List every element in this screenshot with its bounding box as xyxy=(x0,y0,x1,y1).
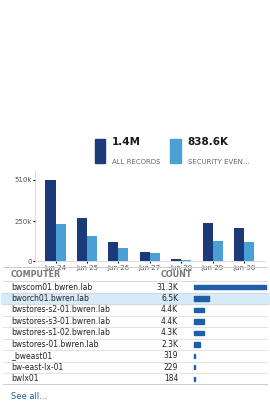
Bar xyxy=(87,236,97,261)
Bar xyxy=(170,139,181,163)
Text: bwstores-01.bwren.lab: bwstores-01.bwren.lab xyxy=(11,340,98,349)
Text: 4.4K: 4.4K xyxy=(161,317,178,326)
Bar xyxy=(171,259,181,261)
Text: SECURITY EVEN...: SECURITY EVEN... xyxy=(188,159,249,165)
Bar xyxy=(194,285,266,289)
Text: bw-east-lx-01: bw-east-lx-01 xyxy=(11,363,63,372)
Text: 838.6K: 838.6K xyxy=(188,137,229,147)
Bar xyxy=(194,331,204,335)
Bar xyxy=(194,377,195,381)
Bar xyxy=(1,293,269,304)
Bar xyxy=(194,342,200,347)
Bar xyxy=(194,354,195,358)
Bar xyxy=(56,224,66,261)
Bar xyxy=(194,308,204,312)
Text: bwstores-s3-01.bwren.lab: bwstores-s3-01.bwren.lab xyxy=(11,317,110,326)
Text: ALL RECORDS: ALL RECORDS xyxy=(112,159,160,165)
Text: bworch01.bwren.lab: bworch01.bwren.lab xyxy=(11,294,89,303)
Bar xyxy=(244,242,254,261)
Text: 1.4M: 1.4M xyxy=(112,137,141,147)
Bar xyxy=(181,260,191,261)
Bar xyxy=(194,296,209,301)
Text: 31.3K: 31.3K xyxy=(156,283,178,292)
Bar xyxy=(194,365,195,369)
Text: COUNT: COUNT xyxy=(161,269,192,279)
Text: 2.3K: 2.3K xyxy=(161,340,178,349)
Bar xyxy=(119,248,129,261)
Bar xyxy=(45,180,56,261)
Bar xyxy=(203,223,213,261)
Text: 4.4K: 4.4K xyxy=(161,305,178,315)
Text: 6.5K: 6.5K xyxy=(161,294,178,303)
Bar xyxy=(194,319,204,324)
Text: bwstores-s1-02.bwren.lab: bwstores-s1-02.bwren.lab xyxy=(11,328,110,337)
Bar xyxy=(77,218,87,261)
Text: 4.3K: 4.3K xyxy=(161,328,178,337)
Text: bwlx01: bwlx01 xyxy=(11,374,38,383)
Text: bwstores-s2-01.bwren.lab: bwstores-s2-01.bwren.lab xyxy=(11,305,110,315)
Text: COMPUTER: COMPUTER xyxy=(11,269,61,279)
Text: See all...: See all... xyxy=(11,392,47,401)
Bar xyxy=(150,253,160,261)
Bar xyxy=(213,241,223,261)
Bar xyxy=(108,242,119,261)
Text: 229: 229 xyxy=(164,363,178,372)
Bar xyxy=(94,139,105,163)
Bar xyxy=(140,252,150,261)
Text: 319: 319 xyxy=(164,351,178,360)
Bar xyxy=(234,228,244,261)
Text: 184: 184 xyxy=(164,374,178,383)
Text: bwscom01.bwren.lab: bwscom01.bwren.lab xyxy=(11,283,92,292)
Text: _bweast01: _bweast01 xyxy=(11,351,52,360)
